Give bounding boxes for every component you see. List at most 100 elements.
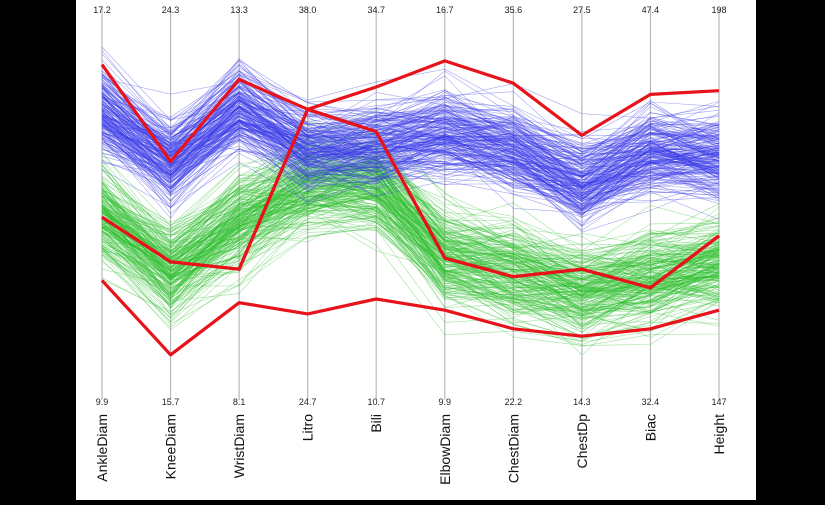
axis-name-label-6: ChestDiam [505, 414, 521, 483]
group-a-line [101, 76, 720, 179]
group-a-line [101, 147, 720, 208]
group-b-line [101, 192, 720, 314]
group-a-line [101, 98, 720, 204]
group-a-line [101, 116, 720, 196]
group-b-line [101, 167, 720, 280]
group-a-line [101, 93, 720, 179]
group-a-line [101, 107, 720, 186]
group-b-line [101, 121, 720, 252]
group-b-line [101, 148, 720, 259]
group-a-line [101, 106, 720, 211]
group-b-line [101, 171, 720, 284]
axis-min-label-5: 9.9 [439, 397, 452, 407]
group-a-line [101, 122, 720, 207]
group-a-line [101, 114, 720, 198]
group-b-line [101, 184, 720, 311]
chart-panel: 17.2 9.9 AnkleDiam 24.3 15.7 KneeDiam 13.3 8.1 W… [76, 0, 756, 500]
group-a-line [101, 91, 720, 215]
group-a-line [101, 70, 720, 169]
group-b-line [101, 203, 720, 343]
group-a-line [101, 88, 720, 193]
group-a-line [101, 113, 720, 201]
group-a-line [101, 75, 720, 165]
group-b-line [101, 204, 720, 314]
group-a-line [101, 84, 720, 189]
group-a-line [101, 92, 720, 191]
group-b-line [101, 135, 720, 287]
group-a-line [101, 124, 720, 210]
group-b-line [101, 156, 720, 285]
group-b-line [101, 190, 720, 321]
group-a-line [101, 100, 720, 181]
group-a-line [101, 108, 720, 181]
group-b-line [101, 170, 720, 295]
group-b-line [101, 175, 720, 280]
group-b-line [101, 206, 720, 331]
group-a-line [101, 122, 720, 212]
group-a-line [101, 85, 720, 172]
axis-min-label-8: 32.4 [642, 397, 660, 407]
group-a-line [101, 100, 720, 197]
group-a-line [101, 120, 720, 210]
group-a-line [101, 111, 720, 198]
group-b-line [101, 178, 720, 295]
group-b-line [101, 155, 720, 292]
group-a-line [101, 73, 720, 185]
group-b-line [101, 167, 720, 300]
group-b-line [101, 172, 720, 284]
group-b-line [101, 144, 720, 315]
group-b-line [101, 191, 720, 313]
group-b-line [101, 180, 720, 320]
group-b-line [101, 198, 720, 317]
group-b-line [101, 224, 720, 327]
group-b-line [101, 174, 720, 299]
group-b-line [101, 154, 720, 293]
group-b-line [101, 178, 720, 325]
group-a-line [101, 95, 720, 188]
group-b-line [101, 161, 720, 289]
group-a-line [101, 109, 720, 185]
group-b-line [101, 155, 720, 286]
group-a-line [101, 86, 720, 145]
group-b-line [101, 195, 720, 295]
group-a-line [101, 109, 720, 202]
highlighted-line-3 [101, 107, 720, 290]
group-b-line [101, 204, 720, 330]
group-a-line [101, 98, 720, 209]
group-a-line [101, 104, 720, 181]
group-a-line [101, 107, 720, 168]
background-lines-layer [101, 46, 720, 356]
group-a-line [101, 121, 720, 207]
group-b-line [101, 226, 720, 347]
group-a-line [101, 128, 720, 186]
group-b-line [101, 194, 720, 312]
group-a-line [101, 70, 720, 153]
axis-max-label-0: 17.2 [93, 5, 111, 15]
group-b-line [101, 166, 720, 293]
group-b-line [101, 155, 720, 268]
group-a-line [101, 81, 720, 178]
group-a-line [101, 117, 720, 186]
group-a-line [101, 85, 720, 162]
axis-max-label-4: 34.7 [367, 5, 385, 15]
group-a-line [101, 111, 720, 173]
group-a-line [101, 115, 720, 187]
group-b-line [101, 167, 720, 302]
group-b-line [101, 151, 720, 293]
group-a-line [101, 138, 720, 214]
group-b-line [101, 177, 720, 291]
group-a-line [101, 104, 720, 162]
group-a-line [101, 105, 720, 217]
group-b-line [101, 177, 720, 287]
group-a-line [101, 136, 720, 196]
group-a-line [101, 86, 720, 189]
group-a-line [101, 93, 720, 177]
group-a-line [101, 104, 720, 172]
group-a-line [101, 88, 720, 187]
group-a-line [101, 64, 720, 151]
group-a-line [101, 121, 720, 192]
group-a-line [101, 92, 720, 189]
group-a-line [101, 113, 720, 208]
axis-min-label-3: 24.7 [299, 397, 317, 407]
group-b-line [101, 160, 720, 282]
